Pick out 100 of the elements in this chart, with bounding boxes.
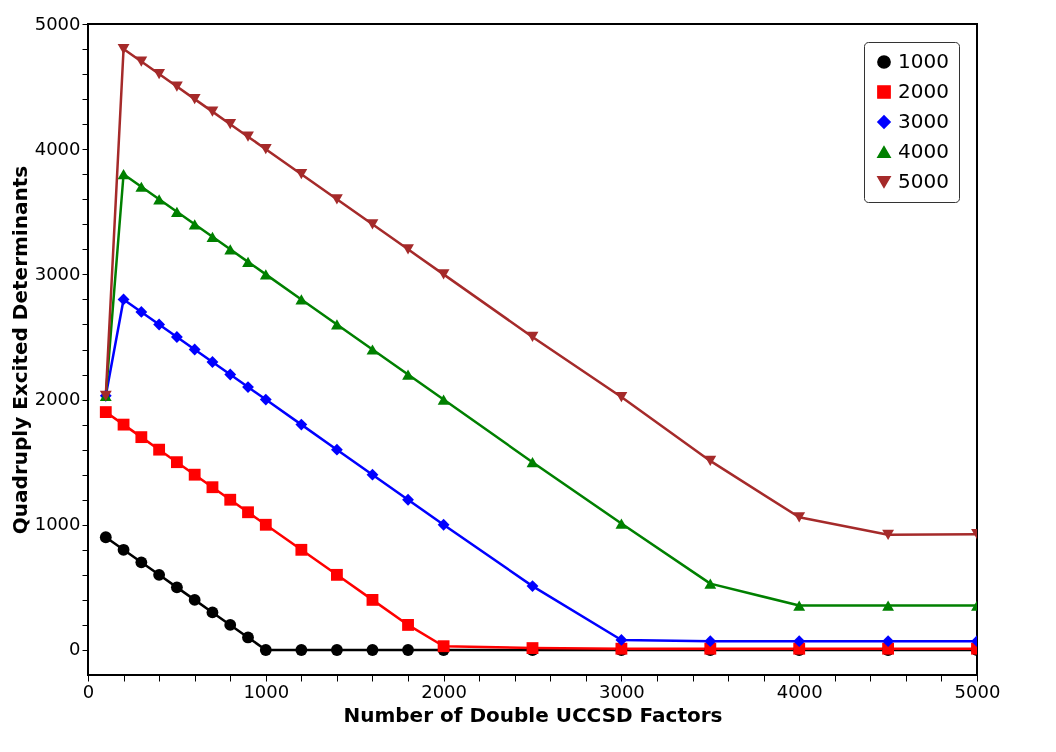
point (242, 506, 254, 519)
point (188, 468, 201, 481)
point (526, 580, 539, 593)
point (366, 219, 379, 230)
point (170, 331, 183, 343)
point (206, 356, 219, 368)
point (402, 619, 414, 631)
point (224, 119, 237, 130)
legend-label: 2000 (898, 79, 949, 103)
point (242, 631, 254, 644)
point (259, 644, 272, 656)
point (437, 394, 450, 405)
point (331, 319, 343, 330)
point (242, 256, 254, 267)
point (882, 600, 895, 611)
point (224, 619, 237, 631)
x-tick-label: 5000 (954, 680, 1001, 702)
point (295, 543, 308, 556)
point (295, 294, 308, 305)
point (402, 644, 414, 656)
legend-label: 4000 (898, 139, 949, 163)
point (615, 634, 628, 646)
point (615, 391, 628, 403)
point (117, 293, 130, 306)
x-tick-label: 2000 (421, 680, 468, 702)
point (366, 344, 379, 355)
point (170, 81, 183, 92)
point (117, 543, 130, 556)
point (437, 640, 450, 653)
point (206, 481, 219, 494)
point (402, 369, 414, 380)
point (188, 219, 201, 230)
y-tick-label: 0 (69, 638, 81, 660)
point (170, 581, 183, 594)
point (259, 393, 272, 406)
point (526, 457, 539, 468)
point (259, 518, 272, 531)
point (366, 468, 379, 481)
point (331, 443, 343, 456)
y-axis-title: Quadruply Excited Determinants (7, 165, 32, 535)
point (135, 181, 148, 192)
point (295, 418, 308, 431)
x-tick-label: 0 (82, 680, 95, 702)
point (224, 244, 237, 255)
point (615, 518, 628, 529)
y-tick-label: 5000 (34, 12, 81, 34)
point (206, 231, 219, 242)
x-tick-label: 3000 (598, 680, 645, 702)
y-tick-label: 1000 (34, 513, 81, 535)
legend-label: 1000 (898, 49, 949, 73)
point (704, 578, 717, 589)
point (793, 600, 806, 611)
point (117, 169, 130, 180)
point (882, 529, 895, 540)
point (224, 368, 237, 381)
point (437, 269, 450, 280)
point (117, 418, 130, 431)
point (224, 493, 237, 506)
point (206, 606, 219, 619)
point (153, 568, 166, 581)
point (793, 635, 806, 648)
x-tick-label: 4000 (776, 680, 823, 702)
y-tick-label: 2000 (34, 388, 81, 410)
legend-label: 3000 (898, 109, 949, 133)
point (153, 443, 166, 456)
point (206, 106, 219, 117)
point (188, 343, 201, 356)
point (331, 194, 343, 205)
point (331, 568, 343, 581)
point (704, 455, 717, 467)
point (331, 644, 343, 656)
legend-label: 5000 (898, 169, 949, 193)
point (135, 431, 148, 444)
x-axis-title: Number of Double UCCSD Factors (343, 702, 723, 727)
x-tick-label: 1000 (243, 680, 290, 702)
point (153, 318, 166, 331)
point (295, 644, 308, 656)
point (170, 456, 183, 469)
point (259, 144, 272, 155)
point (135, 56, 148, 67)
point (402, 244, 414, 255)
point (402, 493, 414, 506)
point (170, 206, 183, 217)
point (188, 593, 201, 606)
point (99, 531, 112, 544)
point (99, 406, 112, 419)
point (366, 593, 379, 606)
point (366, 644, 379, 656)
point (793, 512, 806, 523)
point (153, 68, 166, 80)
point (135, 556, 148, 569)
point (704, 635, 717, 648)
y-tick-label: 4000 (34, 137, 81, 159)
point (153, 194, 166, 205)
point (437, 518, 450, 531)
point (295, 169, 308, 180)
y-tick-label: 3000 (34, 262, 81, 284)
point (526, 331, 539, 343)
point (135, 306, 148, 318)
point (259, 269, 272, 280)
